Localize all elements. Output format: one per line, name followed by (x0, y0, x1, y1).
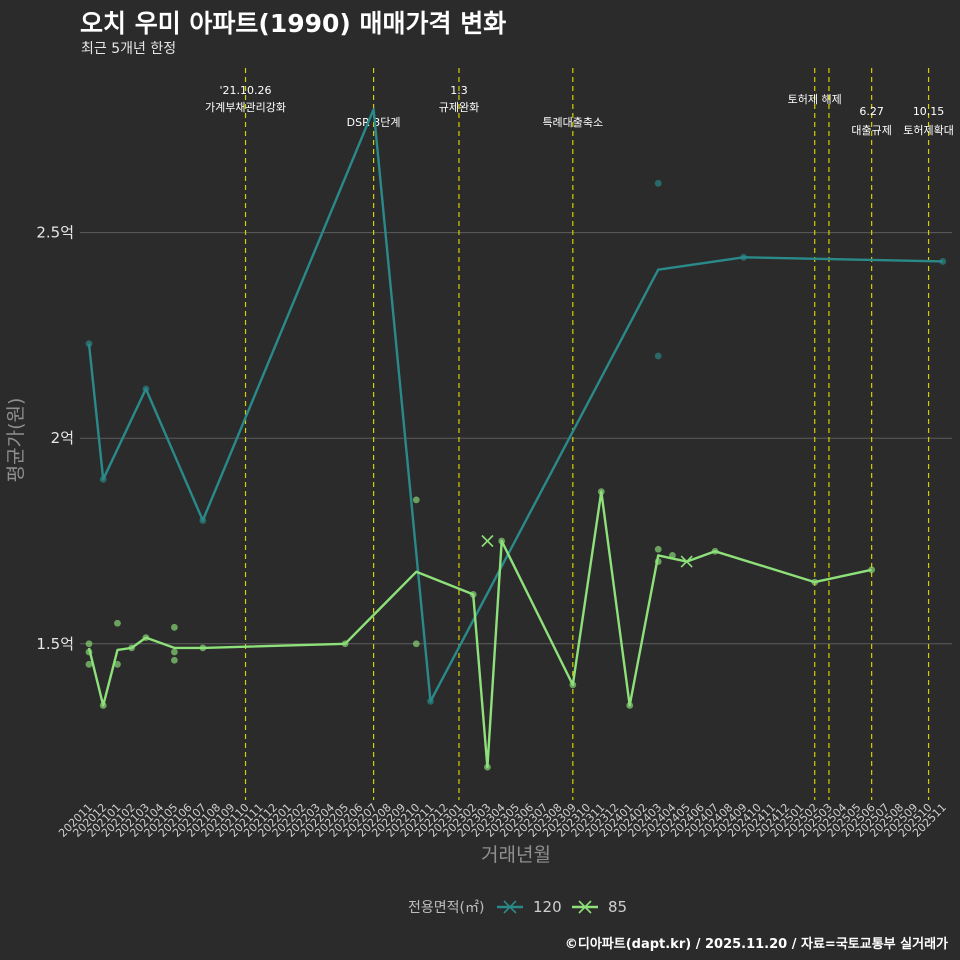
x-axis-ticks: 2020112020122021012021022021032021042021… (56, 801, 949, 840)
event-label: 가계부채관리강화 (205, 101, 286, 114)
event-label: 대출규제 (851, 124, 891, 137)
chart-subtitle: 최근 5개년 한정 (81, 41, 177, 57)
y-axis-ticks: 1.5억 2억 2.5억 (36, 224, 74, 653)
event-label: 규제완화 (439, 101, 479, 114)
y-tick-label: 2억 (51, 429, 74, 447)
event-label: 토허제 해제 (788, 92, 842, 106)
cross-marker (481, 534, 494, 548)
y-tick-label: 2.5억 (36, 224, 74, 242)
series-line (87, 108, 943, 703)
grid-lines (80, 232, 952, 645)
data-point (412, 640, 420, 648)
event-label: 특례대출축소 (542, 116, 603, 129)
x-axis-title: 거래년월 (481, 844, 551, 866)
y-tick-label: 1.5억 (36, 635, 74, 653)
legend-label: 120 (533, 898, 562, 916)
data-point (114, 660, 121, 668)
data-point (114, 619, 121, 627)
data-point (412, 496, 420, 504)
series-85 (85, 488, 876, 771)
caption: ©디아파트(dapt.kr) / 2025.11.20 / 자료=국토교통부 실… (564, 937, 948, 952)
cross-marker (680, 555, 693, 568)
y-axis-title: 평균가(원) (5, 398, 27, 483)
event-label: 10.15 (913, 105, 945, 118)
legend-label: 85 (608, 898, 627, 916)
data-point (85, 640, 93, 648)
data-point (654, 179, 662, 187)
legend-title: 전용면적(㎡) (408, 900, 484, 916)
data-point (654, 545, 662, 553)
data-point (868, 566, 876, 574)
legend: 전용면적(㎡) 120 85 (408, 898, 627, 916)
legend-item-85: 85 (572, 898, 627, 916)
series-layer (85, 108, 947, 771)
data-point (85, 660, 93, 668)
event-label: '21.10.26 (220, 84, 272, 97)
series-120 (85, 108, 947, 705)
legend-item-120: 120 (497, 898, 562, 916)
series-line (87, 490, 872, 769)
event-label: 6.27 (859, 105, 884, 118)
data-point (85, 340, 93, 348)
data-point (170, 656, 178, 664)
event-label: 1.3 (450, 84, 468, 97)
data-point (654, 352, 662, 360)
data-point (170, 623, 178, 631)
chart-title: 오치 우미 아파트(1990) 매매가격 변화 (80, 9, 507, 38)
data-point (939, 258, 947, 265)
event-label: 토허제확대 (903, 124, 954, 137)
data-point (170, 648, 178, 656)
event-label: DSR 3단계 (347, 116, 401, 129)
